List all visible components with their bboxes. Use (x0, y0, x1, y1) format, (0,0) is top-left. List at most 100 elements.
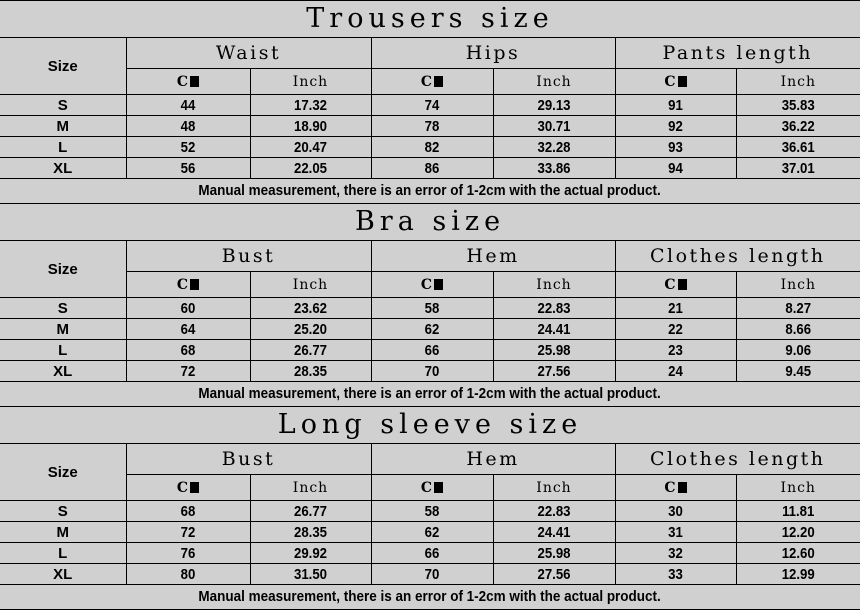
unit-cm-label: C (176, 276, 190, 293)
table-row: M 48 18.90 78 30.71 92 36.22 (0, 115, 860, 137)
unit-header-cm: C (370, 474, 494, 501)
cell-measurement: 17.32 (256, 94, 365, 116)
measurement-disclaimer: Manual measurement, there is an error of… (0, 178, 860, 204)
cell-measurement: 28.35 (256, 360, 365, 382)
cell-measurement: 30 (621, 500, 730, 522)
cell-measurement: 86 (377, 157, 487, 179)
cell-measurement: 31.50 (256, 563, 365, 585)
cell-measurement: 70 (377, 563, 487, 585)
column-group-header: Waist (125, 37, 372, 69)
column-group-header: Hem (370, 240, 616, 272)
unit-cm-label: C (664, 479, 677, 496)
measurement-disclaimer-text: Manual measurement, there is an error of… (198, 386, 662, 402)
cell-measurement: 91 (621, 94, 730, 116)
cell-measurement: 52 (133, 136, 243, 158)
missing-glyph-box-icon (677, 75, 687, 87)
cell-measurement: 12.20 (743, 521, 853, 543)
missing-glyph-box-icon (434, 481, 444, 493)
unit-cm-label: C (420, 479, 434, 496)
size-table: Long sleeve size Size Bust Hem Clothes lengt… (0, 407, 860, 610)
cell-measurement: 33.86 (499, 157, 609, 179)
measurement-disclaimer-text: Manual measurement, there is an error of… (198, 589, 662, 605)
cell-measurement: 76 (133, 542, 243, 564)
cell-measurement: 94 (621, 157, 730, 179)
cell-size-label: L (0, 136, 127, 158)
table-row: S 68 26.77 58 22.83 30 11.81 (0, 500, 860, 522)
cell-measurement: 66 (377, 339, 487, 361)
note-row: Manual measurement, there is an error of… (0, 381, 860, 407)
unit-header-row: C Inch C Inch C Inch (0, 474, 860, 501)
note-row: Manual measurement, there is an error of… (0, 584, 860, 610)
cell-measurement: 62 (377, 318, 487, 340)
cell-measurement: 25.98 (499, 542, 609, 564)
table-row: XL 56 22.05 86 33.86 94 37.01 (0, 157, 860, 179)
cell-measurement: 24.41 (499, 521, 609, 543)
cell-size-label: XL (0, 360, 127, 382)
group-header-row: Size Waist Hips Pants length (0, 37, 860, 95)
cell-measurement: 93 (621, 136, 730, 158)
missing-glyph-box-icon (190, 75, 200, 87)
cell-measurement: 31 (621, 521, 730, 543)
cell-measurement: 11.81 (743, 500, 853, 522)
note-row: Manual measurement, there is an error of… (0, 178, 860, 204)
column-header-size: Size (0, 443, 127, 501)
table-title-row: Long sleeve size (0, 407, 860, 444)
column-header-size: Size (0, 37, 127, 95)
table-title: Trousers size (0, 0, 860, 38)
cell-size-label: M (0, 115, 127, 137)
unit-cm-label: C (420, 73, 434, 90)
cell-measurement: 24.41 (499, 318, 609, 340)
cell-size-label: L (0, 339, 127, 361)
table-row: S 44 17.32 74 29.13 91 35.83 (0, 94, 860, 116)
cell-measurement: 68 (133, 500, 243, 522)
cell-measurement: 8.27 (743, 297, 853, 319)
cell-size-label: XL (0, 563, 127, 585)
cell-measurement: 44 (133, 94, 243, 116)
unit-header-cm: C (125, 68, 251, 95)
unit-header-inch: Inch (492, 68, 616, 95)
cell-measurement: 72 (133, 521, 243, 543)
cell-measurement: 27.56 (499, 563, 609, 585)
cell-measurement: 48 (133, 115, 243, 137)
unit-header-cm: C (614, 474, 737, 501)
cell-size-label: S (0, 94, 127, 116)
table-row: L 76 29.92 66 25.98 32 12.60 (0, 542, 860, 564)
column-group-header: Pants length (614, 37, 860, 69)
unit-header-cm: C (370, 68, 494, 95)
cell-measurement: 92 (621, 115, 730, 137)
column-group-header: Clothes length (614, 240, 860, 272)
cell-measurement: 26.77 (256, 339, 365, 361)
cell-size-label: S (0, 500, 127, 522)
cell-measurement: 24 (621, 360, 730, 382)
cell-measurement: 28.35 (256, 521, 365, 543)
column-group-header: Bust (125, 443, 372, 475)
cell-measurement: 33 (621, 563, 730, 585)
cell-size-label: S (0, 297, 127, 319)
cell-measurement: 9.06 (743, 339, 853, 361)
cell-measurement: 30.71 (499, 115, 609, 137)
cell-measurement: 36.22 (743, 115, 853, 137)
unit-cm-label: C (664, 276, 677, 293)
size-table: Bra size Size Bust Hem Clothes length C Inch C I… (0, 204, 860, 407)
cell-measurement: 70 (377, 360, 487, 382)
group-header-row: Size Bust Hem Clothes length (0, 443, 860, 501)
cell-measurement: 29.13 (499, 94, 609, 116)
table-title: Long sleeve size (0, 407, 860, 444)
column-header-size: Size (0, 240, 127, 298)
table-row: XL 80 31.50 70 27.56 33 12.99 (0, 563, 860, 585)
cell-measurement: 12.60 (743, 542, 853, 564)
unit-header-inch: Inch (735, 68, 860, 95)
table-row: XL 72 28.35 70 27.56 24 9.45 (0, 360, 860, 382)
cell-measurement: 26.77 (256, 500, 365, 522)
cell-measurement: 22.05 (256, 157, 365, 179)
measurement-disclaimer: Manual measurement, there is an error of… (0, 584, 860, 610)
missing-glyph-box-icon (190, 278, 200, 290)
cell-measurement: 64 (133, 318, 243, 340)
cell-measurement: 21 (621, 297, 730, 319)
cell-measurement: 60 (133, 297, 243, 319)
unit-header-cm: C (614, 271, 737, 298)
unit-header-row: C Inch C Inch C Inch (0, 271, 860, 298)
cell-measurement: 22.83 (499, 500, 609, 522)
cell-measurement: 36.61 (743, 136, 853, 158)
